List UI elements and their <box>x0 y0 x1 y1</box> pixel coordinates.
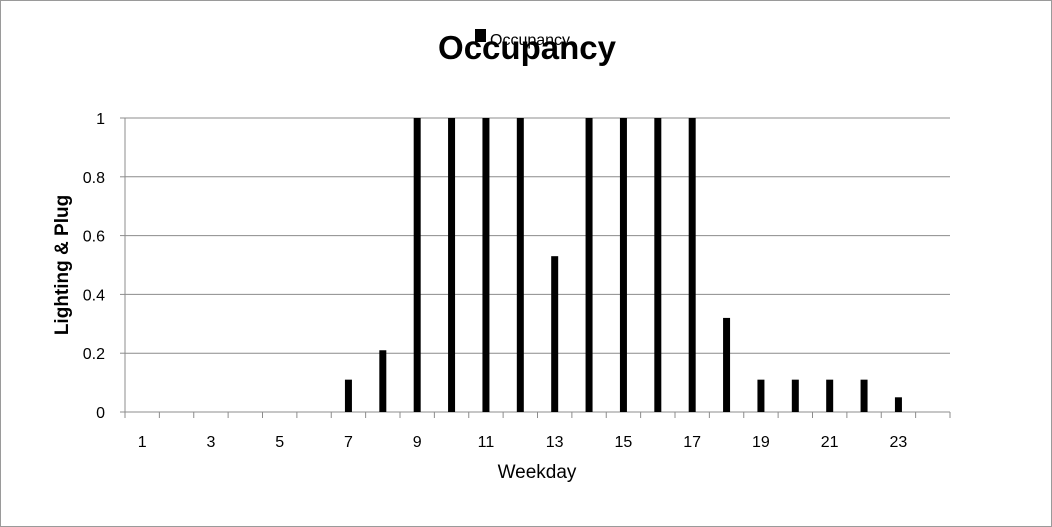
bar <box>723 317 731 412</box>
chart-title: Occupancy <box>438 29 617 66</box>
bar <box>688 118 696 412</box>
bar <box>482 118 490 412</box>
bar <box>344 379 352 412</box>
x-tick-label: 3 <box>206 434 215 451</box>
legend: Occupancy <box>475 29 570 49</box>
y-tick-label: 0.8 <box>83 170 105 187</box>
bar <box>551 256 559 412</box>
axes <box>120 117 951 418</box>
x-axis-label: Weekday <box>498 462 577 483</box>
bar <box>516 118 524 412</box>
x-tick-label: 9 <box>413 434 422 451</box>
bar <box>619 118 627 412</box>
bar <box>585 118 593 412</box>
y-tick-label: 0.2 <box>83 346 105 363</box>
x-tick-label: 1 <box>138 434 147 451</box>
bar <box>894 397 902 412</box>
y-tick-label: 0 <box>96 405 105 422</box>
x-tick-label: 13 <box>546 434 564 451</box>
y-axis-label: Lighting & Plug <box>52 195 73 335</box>
x-tick-label: 21 <box>821 434 839 451</box>
bar <box>757 379 765 412</box>
x-tick-label: 23 <box>890 434 908 451</box>
bar <box>860 379 868 412</box>
x-tick-label: 17 <box>683 434 701 451</box>
bar <box>791 379 799 412</box>
legend-label: Occupancy <box>490 32 570 49</box>
bar <box>379 350 387 412</box>
tick-labels: 00.20.40.60.811 3 5 7 9 11 13 15 17 19 21 23 <box>83 111 908 451</box>
bar <box>654 118 662 412</box>
y-tick-label: 1 <box>96 111 105 128</box>
bar <box>826 379 834 412</box>
x-tick-label: 7 <box>344 434 353 451</box>
legend-swatch <box>475 29 486 42</box>
y-tick-label: 0.4 <box>83 287 105 304</box>
x-tick-label: 11 <box>478 434 495 451</box>
bars <box>344 118 902 412</box>
y-tick-label: 0.6 <box>83 229 105 246</box>
bar <box>413 118 421 412</box>
x-tick-label: 5 <box>275 434 284 451</box>
bar <box>448 118 456 412</box>
gridlines <box>125 117 950 354</box>
x-tick-label: 19 <box>752 434 770 451</box>
x-tick-label: 15 <box>615 434 633 451</box>
